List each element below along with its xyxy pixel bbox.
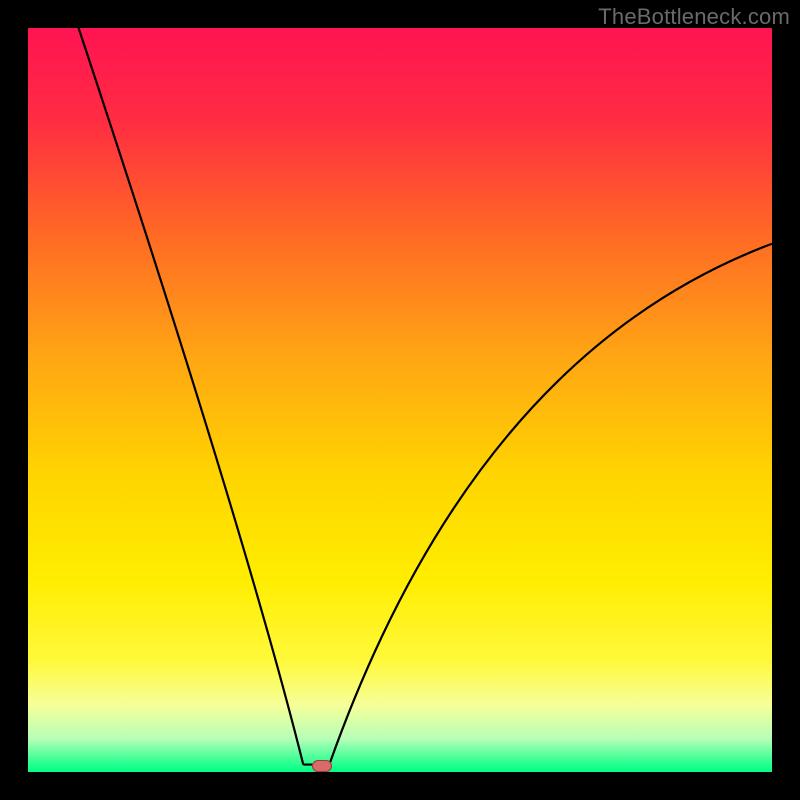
chart-svg	[28, 28, 772, 772]
optimum-marker	[312, 760, 332, 772]
plot-area	[28, 28, 772, 772]
gradient-background	[28, 28, 772, 772]
watermark-text: TheBottleneck.com	[598, 4, 790, 30]
